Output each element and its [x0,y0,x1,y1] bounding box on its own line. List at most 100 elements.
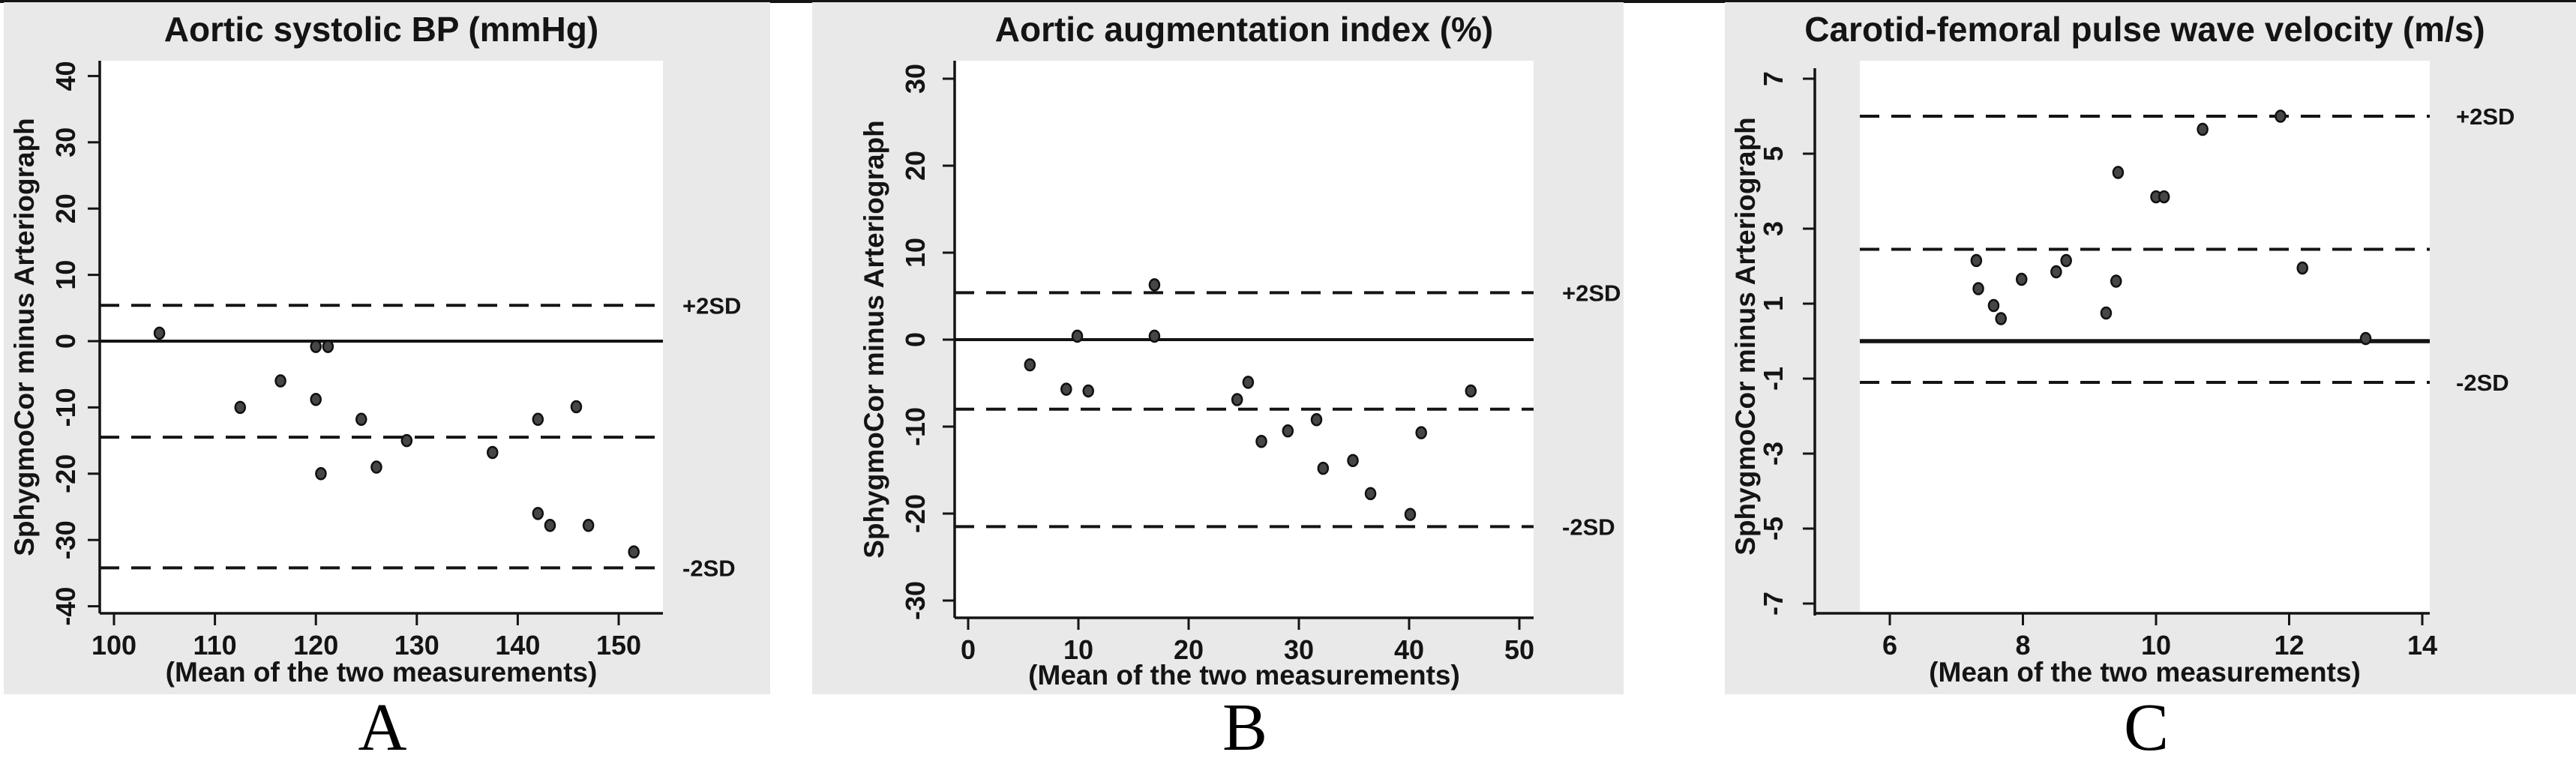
data-point [1082,384,1094,398]
data-point [2112,166,2125,179]
data-point [2359,331,2372,346]
y-tick-label: -3 [1758,442,1789,466]
data-point [274,374,286,388]
data-point [1024,358,1036,372]
data-point [2275,109,2287,123]
data-point [582,519,595,532]
data-point [1148,329,1161,343]
plot-area [1860,61,2430,612]
data-point [2197,122,2209,136]
data-point [532,507,544,520]
panel-pulse-wave-velocity: 7 5 3 1 -1 -3 -5 -7 6 8 10 12 14 Carotid-femoral puls… [1725,2,2576,694]
y-tick-label: -5 [1758,517,1789,541]
y-tick-label: -10 [50,388,81,427]
x-axis-label: (Mean of the two measurements) [1929,657,2361,688]
panel-letter-c: C [2123,691,2170,764]
y-tick-label: -10 [900,407,931,446]
data-point [1970,253,1983,268]
x-tick-label: 10 [2141,630,2171,661]
data-point [1242,376,1255,389]
minus2sd-label: -2SD [2456,370,2509,396]
x-tick-label: 140 [495,630,540,661]
data-point [1404,508,1417,521]
x-tick-label: 10 [1063,634,1093,665]
data-point [1465,384,1477,398]
data-point [1972,282,1984,295]
y-tick-label: -30 [900,581,931,620]
y-tick-label: 0 [900,332,931,347]
minus2sd-label: -2SD [1562,514,1615,540]
data-point [1347,454,1359,467]
data-point [310,393,322,406]
x-tick-label: 150 [596,630,641,661]
y-axis-label: SphygmoCor minus Arteriograph [9,118,40,556]
data-point [355,412,367,427]
x-tick-label: 12 [2274,630,2304,661]
data-point [2015,272,2028,286]
data-point [1255,434,1267,448]
y-tick-label: 5 [1758,146,1789,161]
data-point [400,433,413,448]
data-point [1987,298,2000,313]
panel-aortic-systolic-bp: 40 30 20 10 0 -10 -20 -30 -40 100 110 120 130 140 150 A… [4,2,770,694]
y-tick-label: -7 [1758,592,1789,616]
data-point [1310,412,1323,427]
y-tick-label: 20 [900,151,931,181]
data-point [153,326,166,340]
plus2sd-label: +2SD [2456,103,2515,130]
y-axis-label: SphygmoCor minus Arteriograph [859,120,889,559]
y-tick-label: 40 [50,61,81,91]
plot-area [100,61,663,613]
y-tick-label: 10 [900,238,931,268]
y-tick-label: 20 [50,193,81,223]
x-tick-label: 120 [293,630,338,661]
y-tick-label: -20 [900,494,931,533]
x-tick-label: 100 [91,630,136,661]
data-point [532,412,544,427]
data-point [2060,253,2072,268]
chart-title: Aortic systolic BP (mmHg) [164,10,598,49]
panel-letter-a: A [358,691,407,764]
data-point [2296,261,2308,275]
y-tick-label: 30 [50,127,81,157]
data-point [1060,382,1072,396]
data-point [1282,424,1294,438]
data-point [1317,461,1330,475]
data-point [370,460,382,474]
data-point [2100,306,2113,320]
x-axis-label: (Mean of the two measurements) [166,657,598,688]
data-point [544,519,556,532]
y-tick-label: -1 [1758,367,1789,391]
panel-aortic-augmentation-index: 30 20 10 0 -10 -20 -30 0 10 20 30 40 50 Aortic augmen… [812,2,1624,694]
y-tick-label: 0 [50,334,81,349]
x-tick-label: 40 [1394,634,1424,665]
x-tick-label: 0 [961,634,976,665]
data-point [570,400,583,414]
y-tick-label: 3 [1758,221,1789,236]
chart-title: Carotid-femoral pulse wave velocity (m/s… [1804,10,2485,49]
x-tick-label: 8 [2015,630,2030,661]
chart-title: Aortic augmentation index (%) [995,10,1493,49]
y-tick-label: 7 [1758,71,1789,86]
minus2sd-label: -2SD [682,555,736,581]
x-tick-label: 14 [2407,630,2437,661]
x-axis-label: (Mean of the two measurements) [1028,660,1460,691]
data-point [1231,393,1243,406]
plus2sd-label: +2SD [1562,280,1621,306]
data-point [628,545,640,559]
data-point [310,340,322,353]
y-tick-label: 10 [50,260,81,290]
data-point [315,467,327,481]
x-tick-label: 6 [1882,630,1897,661]
x-tick-label: 30 [1284,634,1314,665]
data-point [1995,312,2007,325]
chart-pulse-wave-velocity: 7 5 3 1 -1 -3 -5 -7 6 8 10 12 14 Carotid-femoral puls… [1730,10,2515,688]
data-point [487,445,499,460]
y-tick-label: -40 [50,587,81,626]
panel-letter-b: B [1222,691,1268,764]
data-point [322,340,334,353]
x-tick-label: 130 [394,630,439,661]
y-axis-label: SphygmoCor minus Arteriograph [1730,117,1761,556]
